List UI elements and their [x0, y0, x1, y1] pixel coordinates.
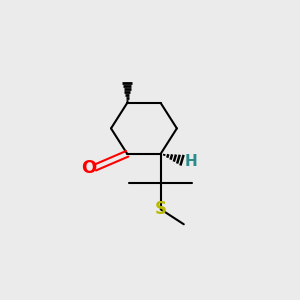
Text: S: S — [155, 200, 167, 218]
Text: O: O — [81, 159, 96, 177]
Text: H: H — [184, 154, 197, 169]
